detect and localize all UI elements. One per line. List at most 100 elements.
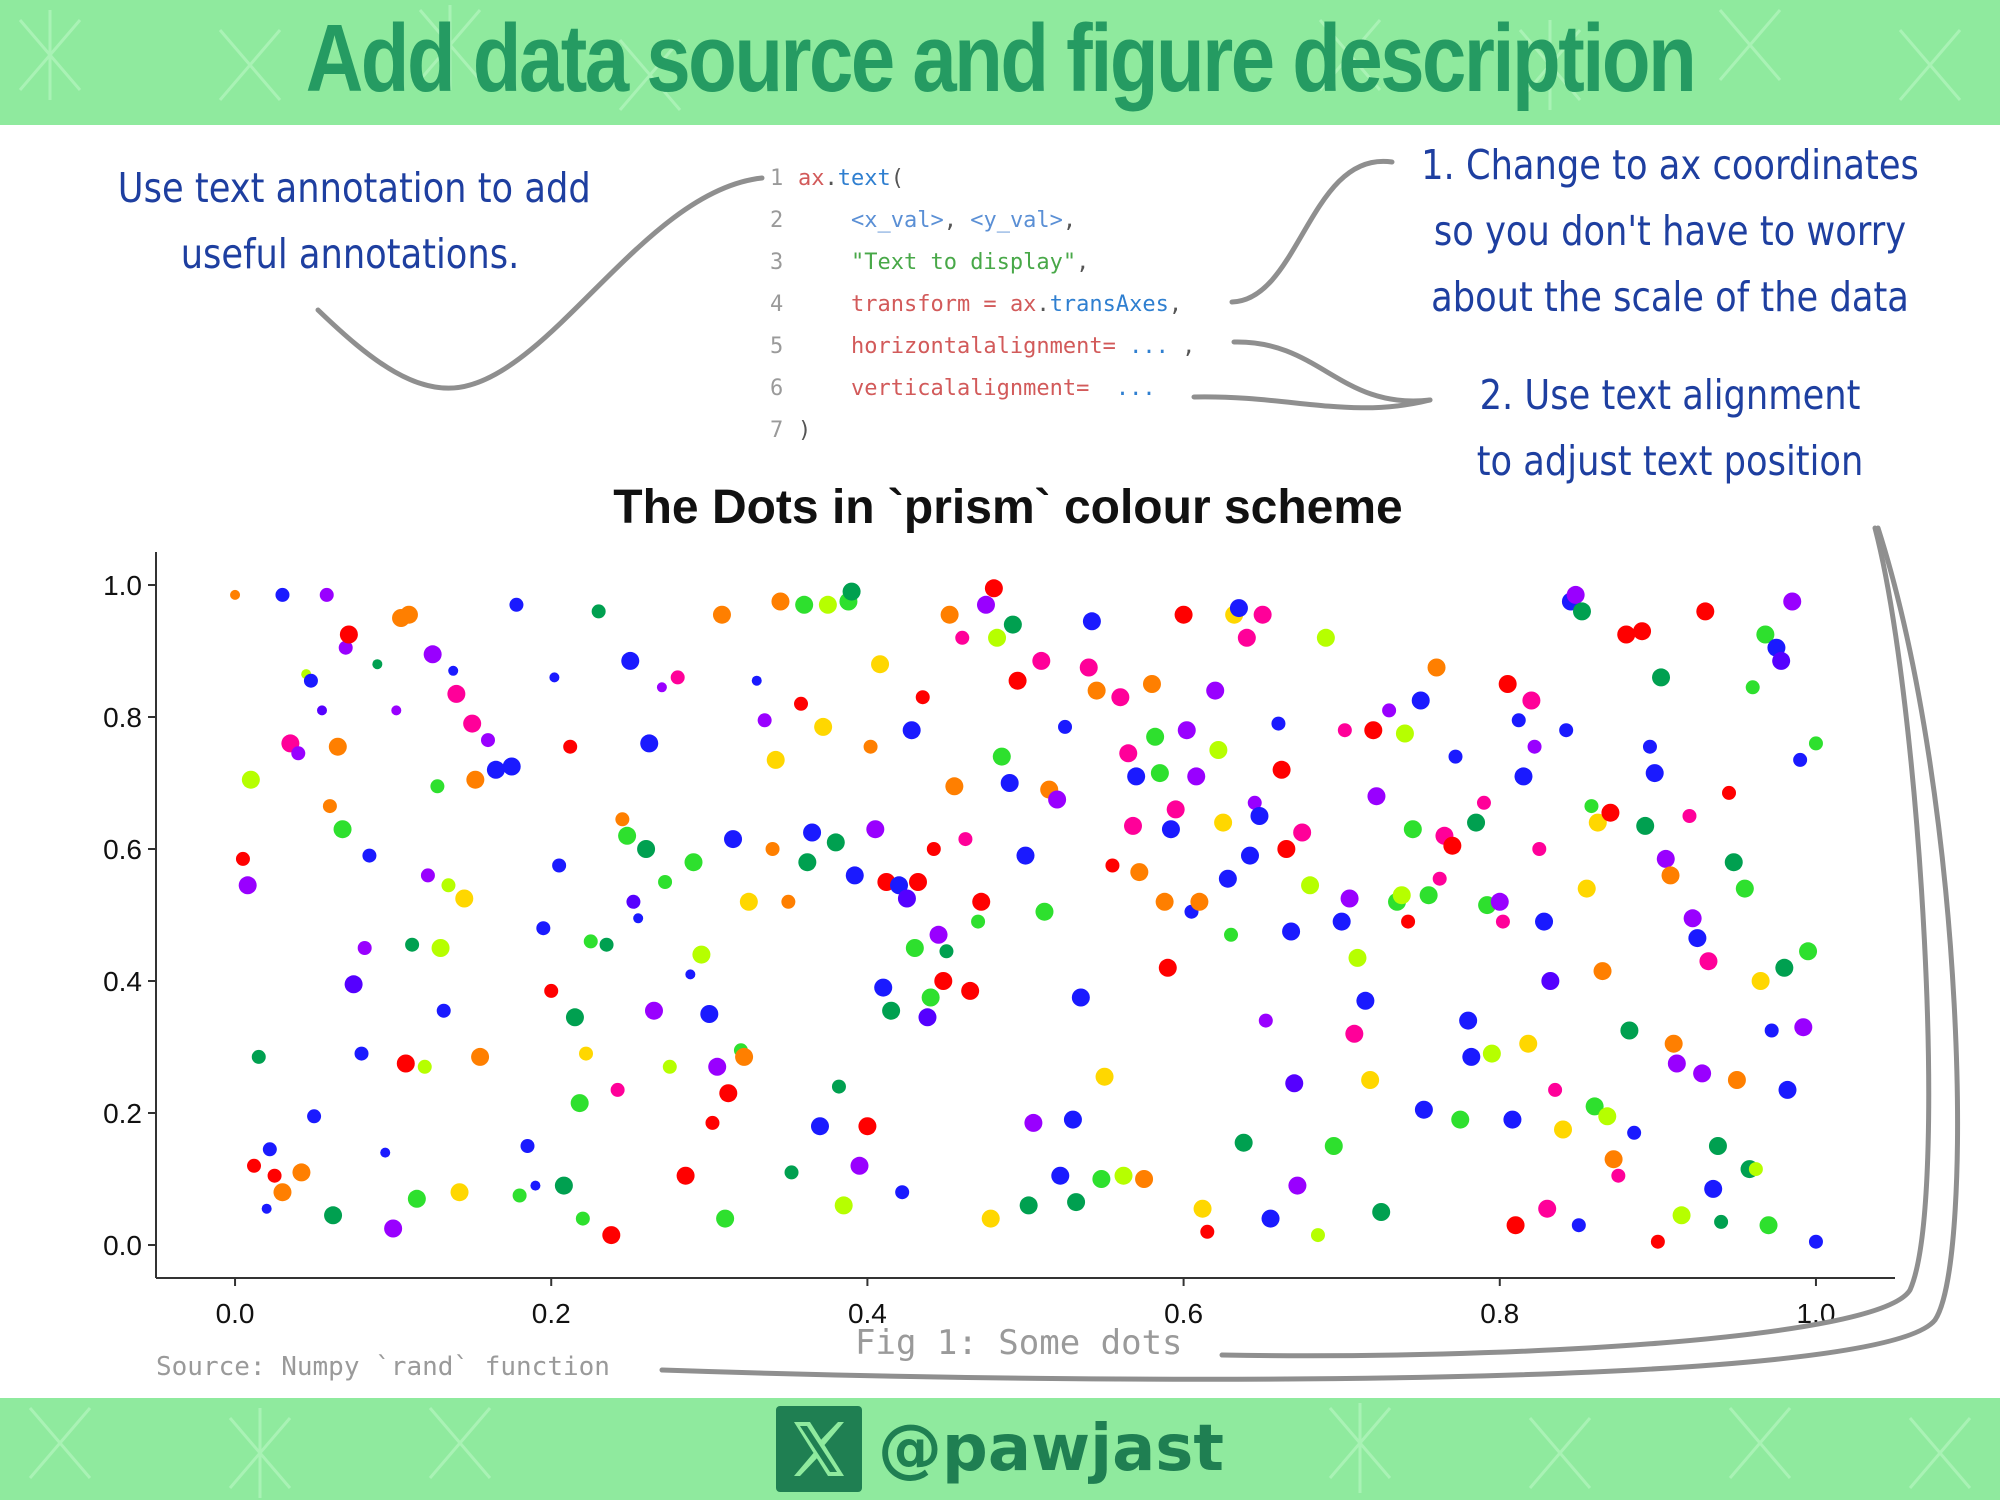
scatter-point [842, 582, 861, 601]
scatter-point [1584, 799, 1599, 814]
code-token: ... [1129, 334, 1169, 359]
scatter-point [1372, 1203, 1391, 1221]
scatter-point [1367, 787, 1386, 806]
scatter-point [344, 975, 363, 994]
scatter-point [1808, 1234, 1823, 1249]
code-token: horizontalalignment= [850, 334, 1130, 359]
scatter-point [1155, 892, 1174, 911]
twitter-handle[interactable]: @pawjast [878, 1412, 1224, 1486]
scatter-point [1514, 767, 1533, 786]
scatter-point [396, 1054, 415, 1073]
scatter-point [1708, 1137, 1727, 1155]
scatter-point [565, 1008, 584, 1027]
scatter-point [1082, 612, 1101, 631]
scatter-point [436, 1003, 451, 1018]
scatter-point [976, 595, 995, 614]
scatter-point [794, 696, 809, 711]
scatter-point [1636, 816, 1655, 835]
code-line-number: 3 [770, 250, 784, 275]
scatter-point [1051, 1166, 1070, 1185]
scatter-point [1127, 767, 1146, 786]
scatter-point [1577, 879, 1596, 898]
scatter-point [1019, 1196, 1038, 1215]
note-right-1-line-2: so you don't have to worry [1433, 207, 1907, 255]
scatter-point [1403, 820, 1422, 839]
scatter-point [1214, 813, 1233, 832]
scatter-point [684, 853, 703, 872]
scatter-point [692, 945, 711, 964]
scatter-point [719, 1084, 738, 1103]
code-line-5: 5 horizontalalignment= ... , [770, 326, 1250, 368]
code-line-number: 7 [770, 418, 784, 443]
code-line-6: 6 verticalalignment= ... [770, 368, 1250, 410]
scatter-point [328, 737, 347, 756]
scatter-point [1724, 853, 1743, 872]
scatter-point [1645, 764, 1664, 783]
scatter-point [1414, 1100, 1433, 1119]
scatter-point [1293, 823, 1312, 842]
scatter-point [1008, 671, 1027, 690]
scatter-point [1135, 1170, 1154, 1188]
scatter-point [1111, 688, 1130, 707]
scatter-point [700, 1005, 719, 1023]
scatter-point [971, 914, 986, 929]
scatter-point [1130, 863, 1149, 882]
scatter-point [324, 1206, 343, 1225]
scatter-point [1661, 866, 1680, 885]
scatter-point [238, 876, 257, 895]
scatter-point [765, 842, 780, 856]
scatter-point [1067, 1193, 1086, 1212]
scatter-point [895, 1185, 910, 1200]
scatter-point [1193, 1199, 1212, 1218]
header-band: Add data source and figure description [0, 0, 2000, 125]
scatter-point [992, 747, 1011, 766]
scatter-point [1794, 1018, 1813, 1037]
scatter-point [1356, 991, 1375, 1010]
scatter-point [934, 972, 953, 990]
scatter-point [486, 760, 505, 779]
scatter-point [273, 1183, 292, 1202]
scatter-point [447, 684, 466, 703]
scatter-point [708, 1057, 727, 1076]
code-line-3: 3 "Text to display", [770, 242, 1250, 284]
footer-handle: @pawjast [0, 1398, 2000, 1500]
scatter-point [1142, 675, 1161, 693]
scatter-point [1642, 739, 1657, 754]
x-tick-label: 0.8 [1480, 1298, 1519, 1329]
scatter-point [1411, 691, 1430, 710]
scatter-point [1200, 1224, 1215, 1239]
scatter-point [751, 675, 762, 686]
scatter-point [552, 858, 567, 873]
scatter-point [1364, 721, 1383, 740]
scatter-point [384, 1219, 403, 1238]
scatter-point [1401, 914, 1416, 929]
code-token: verticalalignment= [850, 376, 1103, 401]
code-line-number: 2 [770, 208, 784, 233]
scatter-point [961, 981, 980, 1000]
code-line-number: 1 [770, 166, 784, 191]
scatter-point [1337, 723, 1352, 738]
scatter-point [1250, 807, 1269, 825]
scatter-point [1301, 876, 1320, 895]
scatter-point [262, 1142, 277, 1157]
scatter-point [520, 1139, 535, 1153]
chart-points [230, 579, 1823, 1249]
note-right-2: 2. Use text alignment to adjust text pos… [1446, 362, 1893, 494]
code-token: ... [1102, 376, 1156, 401]
scatter-point [1775, 958, 1794, 977]
scatter-point [1772, 651, 1791, 670]
note-right-1: 1. Change to ax coordinates so you don't… [1421, 132, 1920, 330]
scatter-point [831, 1079, 846, 1094]
scatter-point [1166, 800, 1185, 819]
scatter-point [1617, 625, 1636, 644]
figure-caption: Fig 1: Some dots [855, 1323, 1183, 1363]
scatter-point [1105, 858, 1120, 873]
scatter-point [1482, 1044, 1501, 1063]
scatter-point [1000, 774, 1019, 792]
code-line-7: 7) [770, 410, 1250, 452]
scatter-point [1601, 803, 1620, 822]
scatter-point [1764, 1023, 1779, 1038]
scatter-point [420, 868, 435, 883]
scatter-point [380, 1147, 391, 1158]
scatter-point [685, 969, 696, 980]
